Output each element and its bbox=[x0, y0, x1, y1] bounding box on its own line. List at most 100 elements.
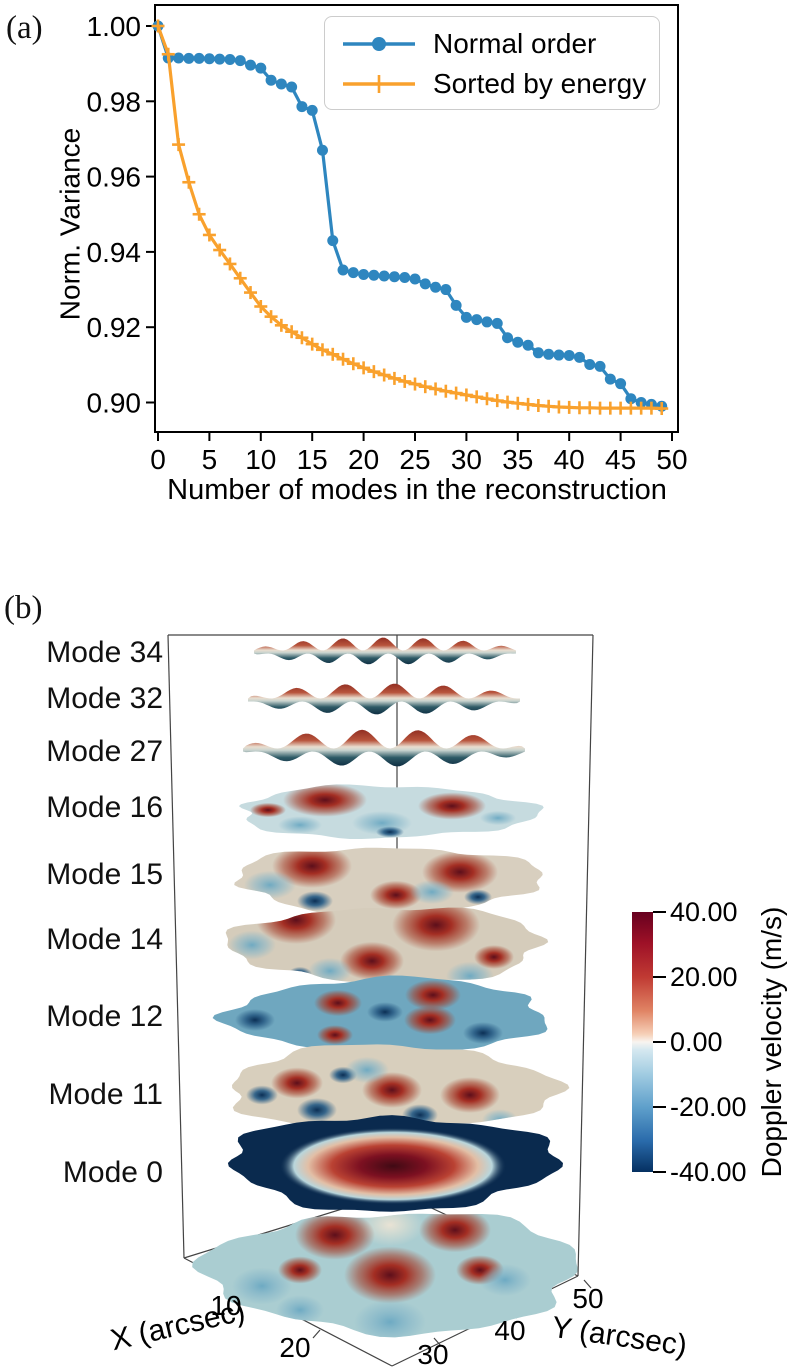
x-tick-label: 0 bbox=[150, 444, 166, 475]
surface-lobe-red bbox=[404, 1005, 456, 1035]
x-tick-label: 15 bbox=[297, 444, 328, 475]
y-tick-label: 0.98 bbox=[87, 86, 142, 117]
mode-stack-3d-scene: 10 20 30 40 50 X (arcsec) Y (arcsec) bbox=[108, 634, 689, 1368]
y-axis-label-b: Y (arcsec) bbox=[550, 1311, 689, 1363]
data-point-circle bbox=[316, 144, 328, 156]
data-point-circle bbox=[214, 53, 226, 65]
x-tick-label: 50 bbox=[656, 444, 687, 475]
data-point-circle bbox=[481, 316, 493, 328]
ribbon-shape bbox=[254, 637, 516, 665]
data-point-circle bbox=[522, 339, 534, 351]
data-point-circle bbox=[532, 347, 544, 359]
x-tick-label: 25 bbox=[399, 444, 430, 475]
data-point-circle bbox=[286, 81, 298, 93]
y-axis-tick-label: 30 bbox=[417, 1339, 448, 1368]
surface-lobe-blue bbox=[354, 1299, 426, 1338]
surface-lobe-blue bbox=[276, 1295, 324, 1325]
box-right-edge bbox=[577, 634, 594, 1277]
data-point-circle bbox=[368, 269, 380, 281]
surface-mode-14 bbox=[225, 907, 549, 986]
data-point-circle bbox=[358, 268, 370, 280]
surface-lobe-red bbox=[370, 880, 422, 910]
y-tick-label: 0.94 bbox=[87, 237, 142, 268]
data-point-circle bbox=[615, 378, 627, 390]
data-point-circle bbox=[409, 273, 421, 285]
data-point-circle bbox=[327, 235, 339, 247]
y-axis-tick-label: 50 bbox=[572, 1283, 603, 1314]
surface-mode-16 bbox=[238, 784, 544, 839]
x-axis-tick-label: 20 bbox=[279, 1332, 310, 1363]
surface-mode-12 bbox=[212, 975, 548, 1051]
y-tick-label: 1.00 bbox=[87, 11, 142, 42]
x-tick-label: 40 bbox=[554, 444, 585, 475]
data-point-circle bbox=[347, 267, 359, 279]
data-point-circle bbox=[419, 278, 431, 290]
colorbar-tick bbox=[653, 976, 666, 978]
surface-lobe-navy bbox=[463, 1022, 503, 1044]
colorbar bbox=[632, 912, 653, 1172]
surface-lobe-red bbox=[440, 1077, 500, 1113]
data-point-circle bbox=[584, 358, 596, 370]
colorbar-tick-label: -40.00 bbox=[670, 1157, 747, 1187]
data-point-circle bbox=[224, 54, 236, 66]
colorbar-title: Doppler velocity (m/s) bbox=[756, 906, 787, 1178]
data-point-circle bbox=[337, 264, 349, 276]
y-axis-tick-label: 40 bbox=[494, 1315, 525, 1346]
data-point-circle bbox=[399, 272, 411, 284]
data-point-circle bbox=[563, 349, 575, 361]
legend: Normal order Sorted by energy bbox=[324, 16, 660, 110]
surface-lobe-blue bbox=[308, 957, 352, 985]
surface-lobe-blue bbox=[228, 930, 276, 960]
x-tick-label: 35 bbox=[502, 444, 533, 475]
y-axis-label-a: Norm. Variance bbox=[54, 127, 86, 321]
data-point-circle bbox=[491, 317, 503, 329]
data-point-circle bbox=[265, 74, 277, 86]
x-axis-label-b: X (arcsec) bbox=[108, 1294, 249, 1357]
surface-lobe-navy bbox=[246, 1085, 278, 1105]
surface-lobe-red bbox=[295, 1213, 375, 1260]
surface-lobe-blue bbox=[480, 810, 516, 826]
surface-lobe-red bbox=[278, 1256, 322, 1284]
data-point-circle bbox=[430, 281, 442, 293]
surface-lobe-blue bbox=[345, 1056, 389, 1084]
legend-label: Normal order bbox=[433, 28, 597, 59]
surface-mode-34 bbox=[254, 637, 516, 665]
y-tick-label: 0.90 bbox=[87, 388, 142, 419]
legend-marker-plus-icon bbox=[343, 75, 415, 93]
data-point-circle bbox=[388, 271, 400, 283]
surface-lobe-navy bbox=[297, 891, 333, 911]
ribbon-shape bbox=[243, 729, 525, 767]
mode-label-mode-11: Mode 11 bbox=[48, 1078, 163, 1111]
x-axis-tick-label: 10 bbox=[210, 1290, 241, 1321]
surface-mode-0 bbox=[227, 1115, 563, 1212]
series-normal-order bbox=[152, 20, 668, 412]
y-tick-label: 0.96 bbox=[87, 162, 142, 193]
mode-label-mode-15: Mode 15 bbox=[46, 858, 163, 891]
surface-mode-27 bbox=[243, 729, 525, 767]
data-point-circle bbox=[193, 52, 205, 64]
colorbar-tick-label: 40.00 bbox=[670, 897, 738, 927]
surface-lobe-red bbox=[340, 941, 404, 981]
surface-lobe-red bbox=[271, 1067, 323, 1099]
surface-lobe-blue bbox=[479, 1263, 531, 1297]
line-chart-variance: 0.90 0.92 0.94 0.96 0.98 1.00 0 5 10 15 20 25 30 35 40… bbox=[87, 4, 688, 475]
surface-lobe-navy bbox=[297, 1098, 337, 1122]
mode-label-mode-32: Mode 32 bbox=[46, 682, 163, 715]
mode-label-mode-34: Mode 34 bbox=[46, 636, 163, 669]
data-point-circle bbox=[440, 284, 452, 296]
mode-label-mode-14: Mode 14 bbox=[46, 923, 163, 956]
surface-lobe-blue bbox=[410, 879, 454, 905]
mode-label-mode-12: Mode 12 bbox=[46, 1000, 163, 1033]
legend-marker-circle-icon bbox=[343, 37, 415, 51]
surface-lobe-red bbox=[405, 979, 461, 1011]
surface-mode-15 bbox=[234, 847, 543, 915]
data-point-circle bbox=[543, 348, 555, 360]
surface-lobe-blue bbox=[244, 870, 296, 900]
data-point-circle bbox=[378, 270, 390, 282]
data-point-circle bbox=[255, 62, 267, 74]
series-sorted-by-energy bbox=[151, 19, 669, 416]
x-tick-label: 5 bbox=[202, 444, 218, 475]
data-point-circle bbox=[573, 351, 585, 363]
legend-label: Sorted by energy bbox=[433, 68, 647, 99]
surface-lobe-red bbox=[250, 802, 286, 818]
